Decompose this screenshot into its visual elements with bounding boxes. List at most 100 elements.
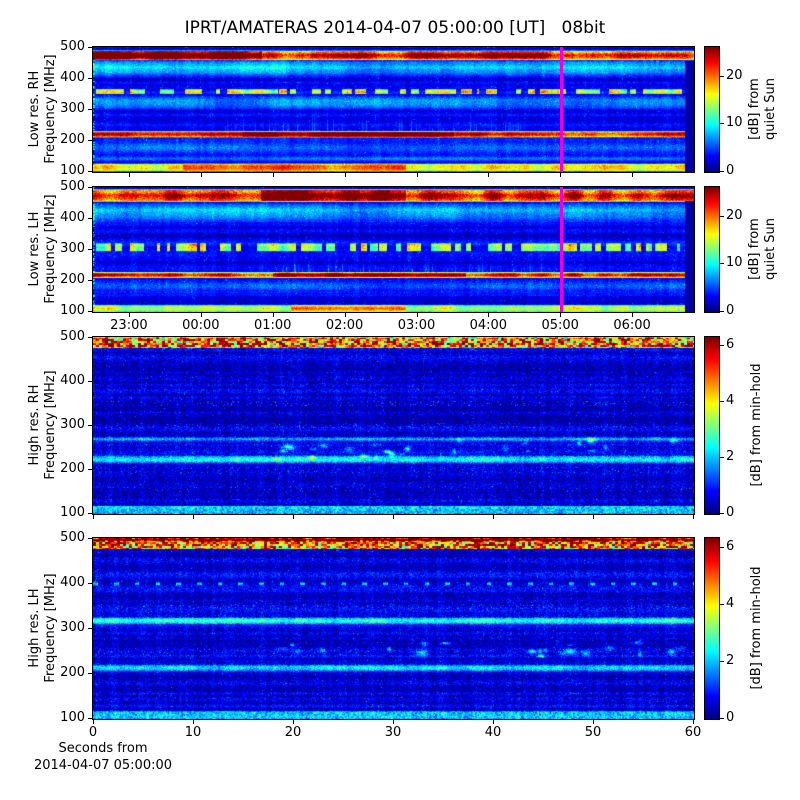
colorbar-tick-label: 6	[726, 538, 735, 554]
spectrogram-canvas-high-res-lh	[93, 538, 694, 719]
colorbar-label-line2: quiet Sun	[763, 217, 778, 281]
x-tick	[193, 720, 194, 724]
ylabel-line1: High res. RH	[27, 384, 42, 466]
x-tick	[693, 720, 694, 724]
spectrogram-panel-low-res-rh: 500 400 300 200 100	[60, 39, 695, 178]
x-tick	[632, 313, 634, 317]
y-tick	[88, 337, 92, 338]
x-tick	[393, 515, 394, 519]
colorbar-tick	[720, 603, 724, 605]
colorbar-tick	[720, 401, 724, 403]
x-tick	[593, 720, 594, 724]
spectrogram-canvas-high-res-rh	[93, 337, 694, 514]
seconds-tick-label: 40	[484, 725, 502, 740]
x-tick	[128, 313, 130, 317]
colorbar-label-line2: quiet Sun	[763, 77, 778, 141]
y-tick-label: 500	[60, 329, 85, 344]
y-tick	[88, 425, 92, 426]
chart-title: IPRT/AMATERAS 2014-04-07 05:00:00 [UT] 0…	[184, 18, 606, 38]
y-tick	[88, 311, 92, 312]
colorbar-tick-label: 20	[726, 207, 743, 223]
colorbar-tick-label: 0	[726, 303, 735, 318]
spectrogram-panel-high-res-rh: 500 400 300 200 100	[60, 329, 695, 520]
y-tick-label: 100	[60, 505, 85, 520]
y-tick	[88, 583, 92, 584]
colorbar-high-res-lh: 0 2 4 6	[704, 537, 734, 725]
y-tick	[88, 109, 92, 110]
cursor-line	[560, 47, 563, 172]
y-tick	[88, 381, 92, 382]
spectrogram-panel-low-res-lh: 500 400 300 200 100 23:00 00:00 01:00 02:00 03:00…	[60, 179, 695, 333]
x-tick	[493, 720, 494, 724]
colorbar-tick-label: 0	[726, 505, 735, 520]
y-tick	[88, 187, 92, 188]
y-tick-label: 300	[60, 620, 85, 635]
x-tick	[416, 173, 418, 177]
y-tick-label: 300	[60, 241, 85, 256]
x-tick	[200, 313, 202, 317]
y-tick	[88, 218, 92, 219]
x-tick	[293, 515, 294, 519]
colorbar-label-line1: [dB] from min-hold	[749, 566, 764, 690]
y-tick-label: 500	[60, 530, 85, 545]
y-tick	[88, 47, 92, 48]
x-tick	[128, 173, 130, 177]
y-tick	[88, 171, 92, 172]
y-tick-label: 400	[60, 210, 85, 225]
colorbar-tick	[720, 171, 724, 172]
y-tick-label: 500	[60, 179, 85, 194]
colorbar-tick	[720, 215, 724, 217]
colorbar-tick-label: 6	[726, 337, 735, 353]
time-tick-label: 00:00	[182, 318, 220, 333]
colorbar-tick-label: 0	[726, 163, 735, 178]
colorbar-label-line1: [dB] from min-hold	[749, 363, 764, 487]
time-tick-label: 06:00	[613, 318, 651, 333]
colorbar-tick-label: 4	[726, 595, 735, 611]
colorbar-label-min-hold-1: [dB] from min-hold	[749, 363, 765, 486]
x-tick	[344, 173, 346, 177]
y-tick-label: 200	[60, 272, 85, 287]
y-tick-label: 200	[60, 665, 85, 680]
y-tick-label: 300	[60, 101, 85, 116]
time-tick-label: 05:00	[541, 318, 579, 333]
colorbar-label-min-hold-2: [dB] from min-hold	[749, 566, 765, 689]
colorbar-tick-label: 4	[726, 393, 735, 409]
x-tick	[488, 313, 490, 317]
x-tick	[593, 515, 594, 519]
seconds-tick-label: 20	[284, 725, 302, 740]
seconds-tick-label: 10	[184, 725, 202, 740]
y-tick-label: 100	[60, 303, 85, 318]
y-tick	[88, 469, 92, 470]
ylabel-line1: Low res. LH	[27, 211, 42, 287]
x-tick	[93, 720, 94, 724]
y-tick-label: 200	[60, 461, 85, 476]
seconds-tick-label: 0	[88, 725, 98, 740]
spectrogram-canvas-low-res-lh	[93, 187, 694, 312]
time-tick-label: 03:00	[397, 318, 436, 333]
x-tick	[344, 313, 346, 317]
colorbar-tick	[720, 311, 724, 312]
x-tick	[93, 515, 94, 519]
y-tick-label: 400	[60, 70, 85, 85]
x-tick	[200, 173, 202, 177]
x-tick	[416, 313, 418, 317]
colorbar-low-res-lh: 0 10 20	[704, 186, 743, 318]
y-tick	[88, 628, 92, 629]
x-tick	[488, 173, 490, 177]
y-tick-label: 500	[60, 39, 85, 54]
colorbar-tick	[720, 513, 724, 514]
y-tick-label: 100	[60, 163, 85, 178]
ylabel-line1: High res. LH	[27, 588, 42, 668]
colorbar-canvas-high-res-rh	[705, 337, 719, 514]
xaxis-label-line1: Seconds from	[58, 741, 148, 756]
x-tick	[693, 515, 694, 519]
x-tick	[393, 720, 394, 724]
colorbar-tick	[720, 457, 724, 459]
y-tick	[88, 538, 92, 539]
colorbar-tick	[720, 546, 724, 548]
colorbar-tick-label: 2	[726, 652, 735, 668]
y-tick	[88, 280, 92, 281]
y-tick-label: 100	[60, 710, 85, 725]
colorbar-tick	[720, 660, 724, 662]
